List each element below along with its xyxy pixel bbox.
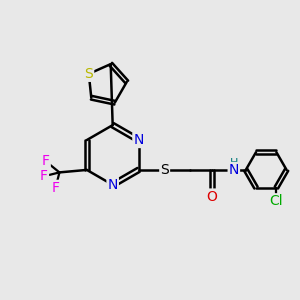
Text: S: S — [160, 163, 169, 177]
Text: S: S — [84, 67, 93, 81]
Text: N: N — [107, 178, 118, 192]
Text: O: O — [206, 190, 218, 203]
Text: N: N — [229, 163, 239, 177]
Text: N: N — [133, 133, 144, 147]
Text: H: H — [230, 158, 238, 168]
Text: F: F — [52, 181, 60, 195]
Text: Cl: Cl — [270, 194, 283, 208]
Text: F: F — [40, 169, 48, 183]
Text: F: F — [42, 154, 50, 168]
